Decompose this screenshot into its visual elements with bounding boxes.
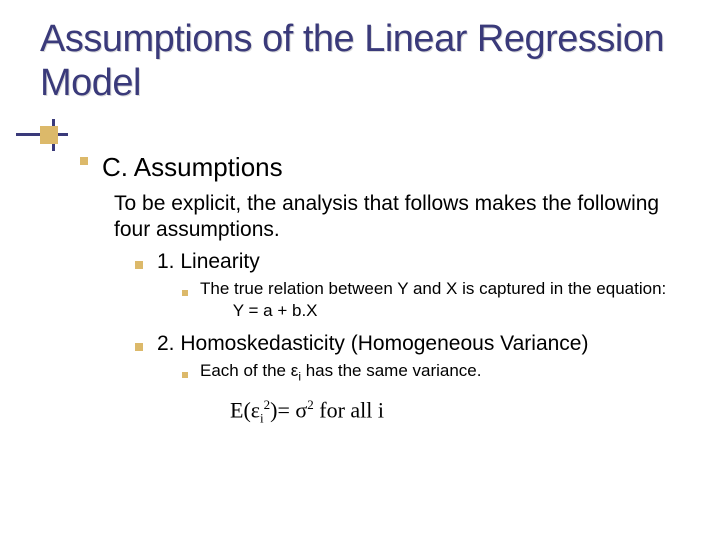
detail-eq: Y = a + b.X: [233, 301, 318, 320]
assumption-2-label: 2. Homoskedasticity (Homogeneous Varianc…: [157, 332, 588, 356]
content-area: C. Assumptions To be explicit, the analy…: [80, 152, 690, 426]
slide-title: Assumptions of the Linear Regression Mod…: [40, 18, 680, 105]
detail-pre: The true relation between Y and X is cap…: [200, 279, 666, 298]
formula-eps: ε: [251, 397, 260, 422]
assumption-2-row: 2. Homoskedasticity (Homogeneous Varianc…: [135, 332, 690, 356]
section-heading: C. Assumptions: [102, 152, 283, 183]
formula-tail: for all i: [314, 397, 384, 422]
detail-post: has the same variance.: [301, 361, 481, 380]
assumption-2-detail-text: Each of the εi has the same variance.: [200, 360, 481, 385]
formula-eq: =: [277, 397, 295, 422]
assumption-1-detail-text: The true relation between Y and X is cap…: [200, 278, 690, 322]
bullet-icon: [80, 152, 102, 170]
assumption-1-label: 1. Linearity: [157, 250, 260, 274]
formula-lhs-open: E(: [230, 397, 251, 422]
section-heading-row: C. Assumptions: [80, 152, 690, 183]
title-decoration: [16, 119, 68, 151]
bullet-icon: [182, 278, 200, 301]
assumption-1-row: 1. Linearity: [135, 250, 690, 274]
formula-sub: i: [260, 410, 264, 425]
variance-formula: E(εi2)= σ2 for all i: [230, 397, 690, 427]
assumption-2-detail: Each of the εi has the same variance.: [182, 360, 690, 385]
bullet-icon: [135, 332, 157, 356]
assumption-1-detail: The true relation between Y and X is cap…: [182, 278, 690, 322]
slide: Assumptions of the Linear Regression Mod…: [0, 0, 720, 540]
formula-sigma: σ: [295, 397, 307, 422]
detail-pre: Each of the: [200, 361, 291, 380]
bullet-icon: [135, 250, 157, 274]
section-intro: To be explicit, the analysis that follow…: [114, 191, 690, 244]
bullet-icon: [182, 360, 200, 383]
